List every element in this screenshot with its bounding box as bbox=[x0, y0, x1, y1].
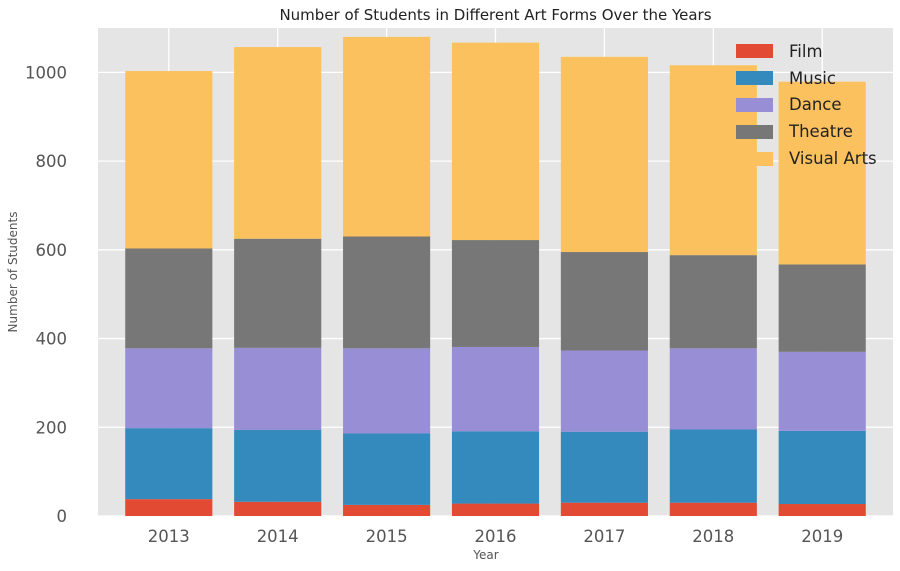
x-tick-label: 2016 bbox=[475, 527, 517, 546]
x-tick-label: 2019 bbox=[801, 527, 843, 546]
bar-theatre-2016 bbox=[451, 240, 540, 347]
bar-film-2017 bbox=[560, 502, 648, 516]
legend-swatch bbox=[736, 71, 773, 86]
bar-theatre-2017 bbox=[560, 252, 648, 351]
legend-label: Visual Arts bbox=[789, 149, 877, 169]
bar-visual-arts-2014 bbox=[234, 47, 322, 239]
bar-music-2016 bbox=[451, 431, 540, 504]
chart-title: Number of Students in Different Art Form… bbox=[279, 6, 712, 24]
legend-label: Theatre bbox=[789, 122, 853, 142]
bar-dance-2014 bbox=[234, 347, 322, 430]
bar-theatre-2013 bbox=[125, 248, 213, 349]
legend-label: Dance bbox=[789, 95, 842, 115]
x-tick-labels: 2013 2014 2015 2016 2017 2018 2019 bbox=[148, 527, 843, 546]
x-tick-label: 2017 bbox=[583, 527, 625, 546]
legend-swatch bbox=[736, 151, 773, 166]
legend-item: Visual Arts bbox=[736, 145, 877, 172]
legend-item: Theatre bbox=[736, 118, 877, 145]
bar-music-2015 bbox=[343, 433, 431, 505]
bar-dance-2018 bbox=[669, 348, 757, 430]
bars-group bbox=[125, 36, 866, 516]
y-axis-label: Number of Students bbox=[6, 212, 20, 333]
y-tick-label: 800 bbox=[36, 152, 68, 171]
bar-theatre-2015 bbox=[343, 236, 431, 349]
bar-film-2013 bbox=[125, 499, 213, 516]
bar-film-2014 bbox=[234, 501, 322, 516]
bar-music-2017 bbox=[560, 431, 648, 503]
bar-theatre-2018 bbox=[669, 255, 757, 349]
x-tick-label: 2018 bbox=[692, 527, 734, 546]
bar-music-2014 bbox=[234, 429, 322, 502]
x-tick-label: 2013 bbox=[148, 527, 190, 546]
bar-theatre-2019 bbox=[778, 264, 866, 352]
bar-dance-2013 bbox=[125, 348, 213, 429]
bar-visual-arts-2015 bbox=[343, 36, 431, 237]
bar-film-2019 bbox=[778, 504, 866, 516]
y-tick-label: 1000 bbox=[25, 63, 67, 82]
bar-dance-2016 bbox=[451, 346, 540, 432]
legend-swatch bbox=[736, 44, 773, 59]
bar-visual-arts-2017 bbox=[560, 56, 648, 253]
bar-film-2015 bbox=[343, 504, 431, 516]
legend-label: Music bbox=[789, 68, 836, 88]
y-tick-label: 600 bbox=[36, 241, 68, 260]
x-tick-label: 2015 bbox=[366, 527, 408, 546]
legend: Film Music Dance Theatre Visual Arts bbox=[736, 38, 877, 172]
legend-item: Dance bbox=[736, 92, 877, 119]
y-tick-label: 200 bbox=[36, 418, 68, 437]
bar-visual-arts-2019 bbox=[778, 81, 866, 265]
bar-visual-arts-2016 bbox=[451, 42, 540, 241]
legend-item: Music bbox=[736, 65, 877, 92]
y-tick-labels: 0 200 400 600 800 1000 bbox=[25, 63, 67, 526]
x-tick-label: 2014 bbox=[257, 527, 299, 546]
bar-music-2018 bbox=[669, 429, 757, 503]
bar-visual-arts-2013 bbox=[125, 71, 213, 249]
y-tick-label: 400 bbox=[36, 330, 68, 349]
legend-swatch bbox=[736, 97, 773, 112]
x-axis-label: Year bbox=[472, 548, 498, 562]
legend-item: Film bbox=[736, 38, 877, 65]
bar-theatre-2014 bbox=[234, 238, 322, 348]
bar-music-2013 bbox=[125, 428, 213, 500]
bar-film-2018 bbox=[669, 502, 757, 516]
bar-music-2019 bbox=[778, 430, 866, 505]
bar-dance-2017 bbox=[560, 350, 648, 432]
legend-label: Film bbox=[789, 41, 823, 61]
legend-swatch bbox=[736, 124, 773, 139]
bar-dance-2019 bbox=[778, 351, 866, 431]
bar-dance-2015 bbox=[343, 348, 431, 434]
bar-film-2016 bbox=[451, 503, 540, 516]
y-tick-label: 0 bbox=[57, 507, 68, 526]
